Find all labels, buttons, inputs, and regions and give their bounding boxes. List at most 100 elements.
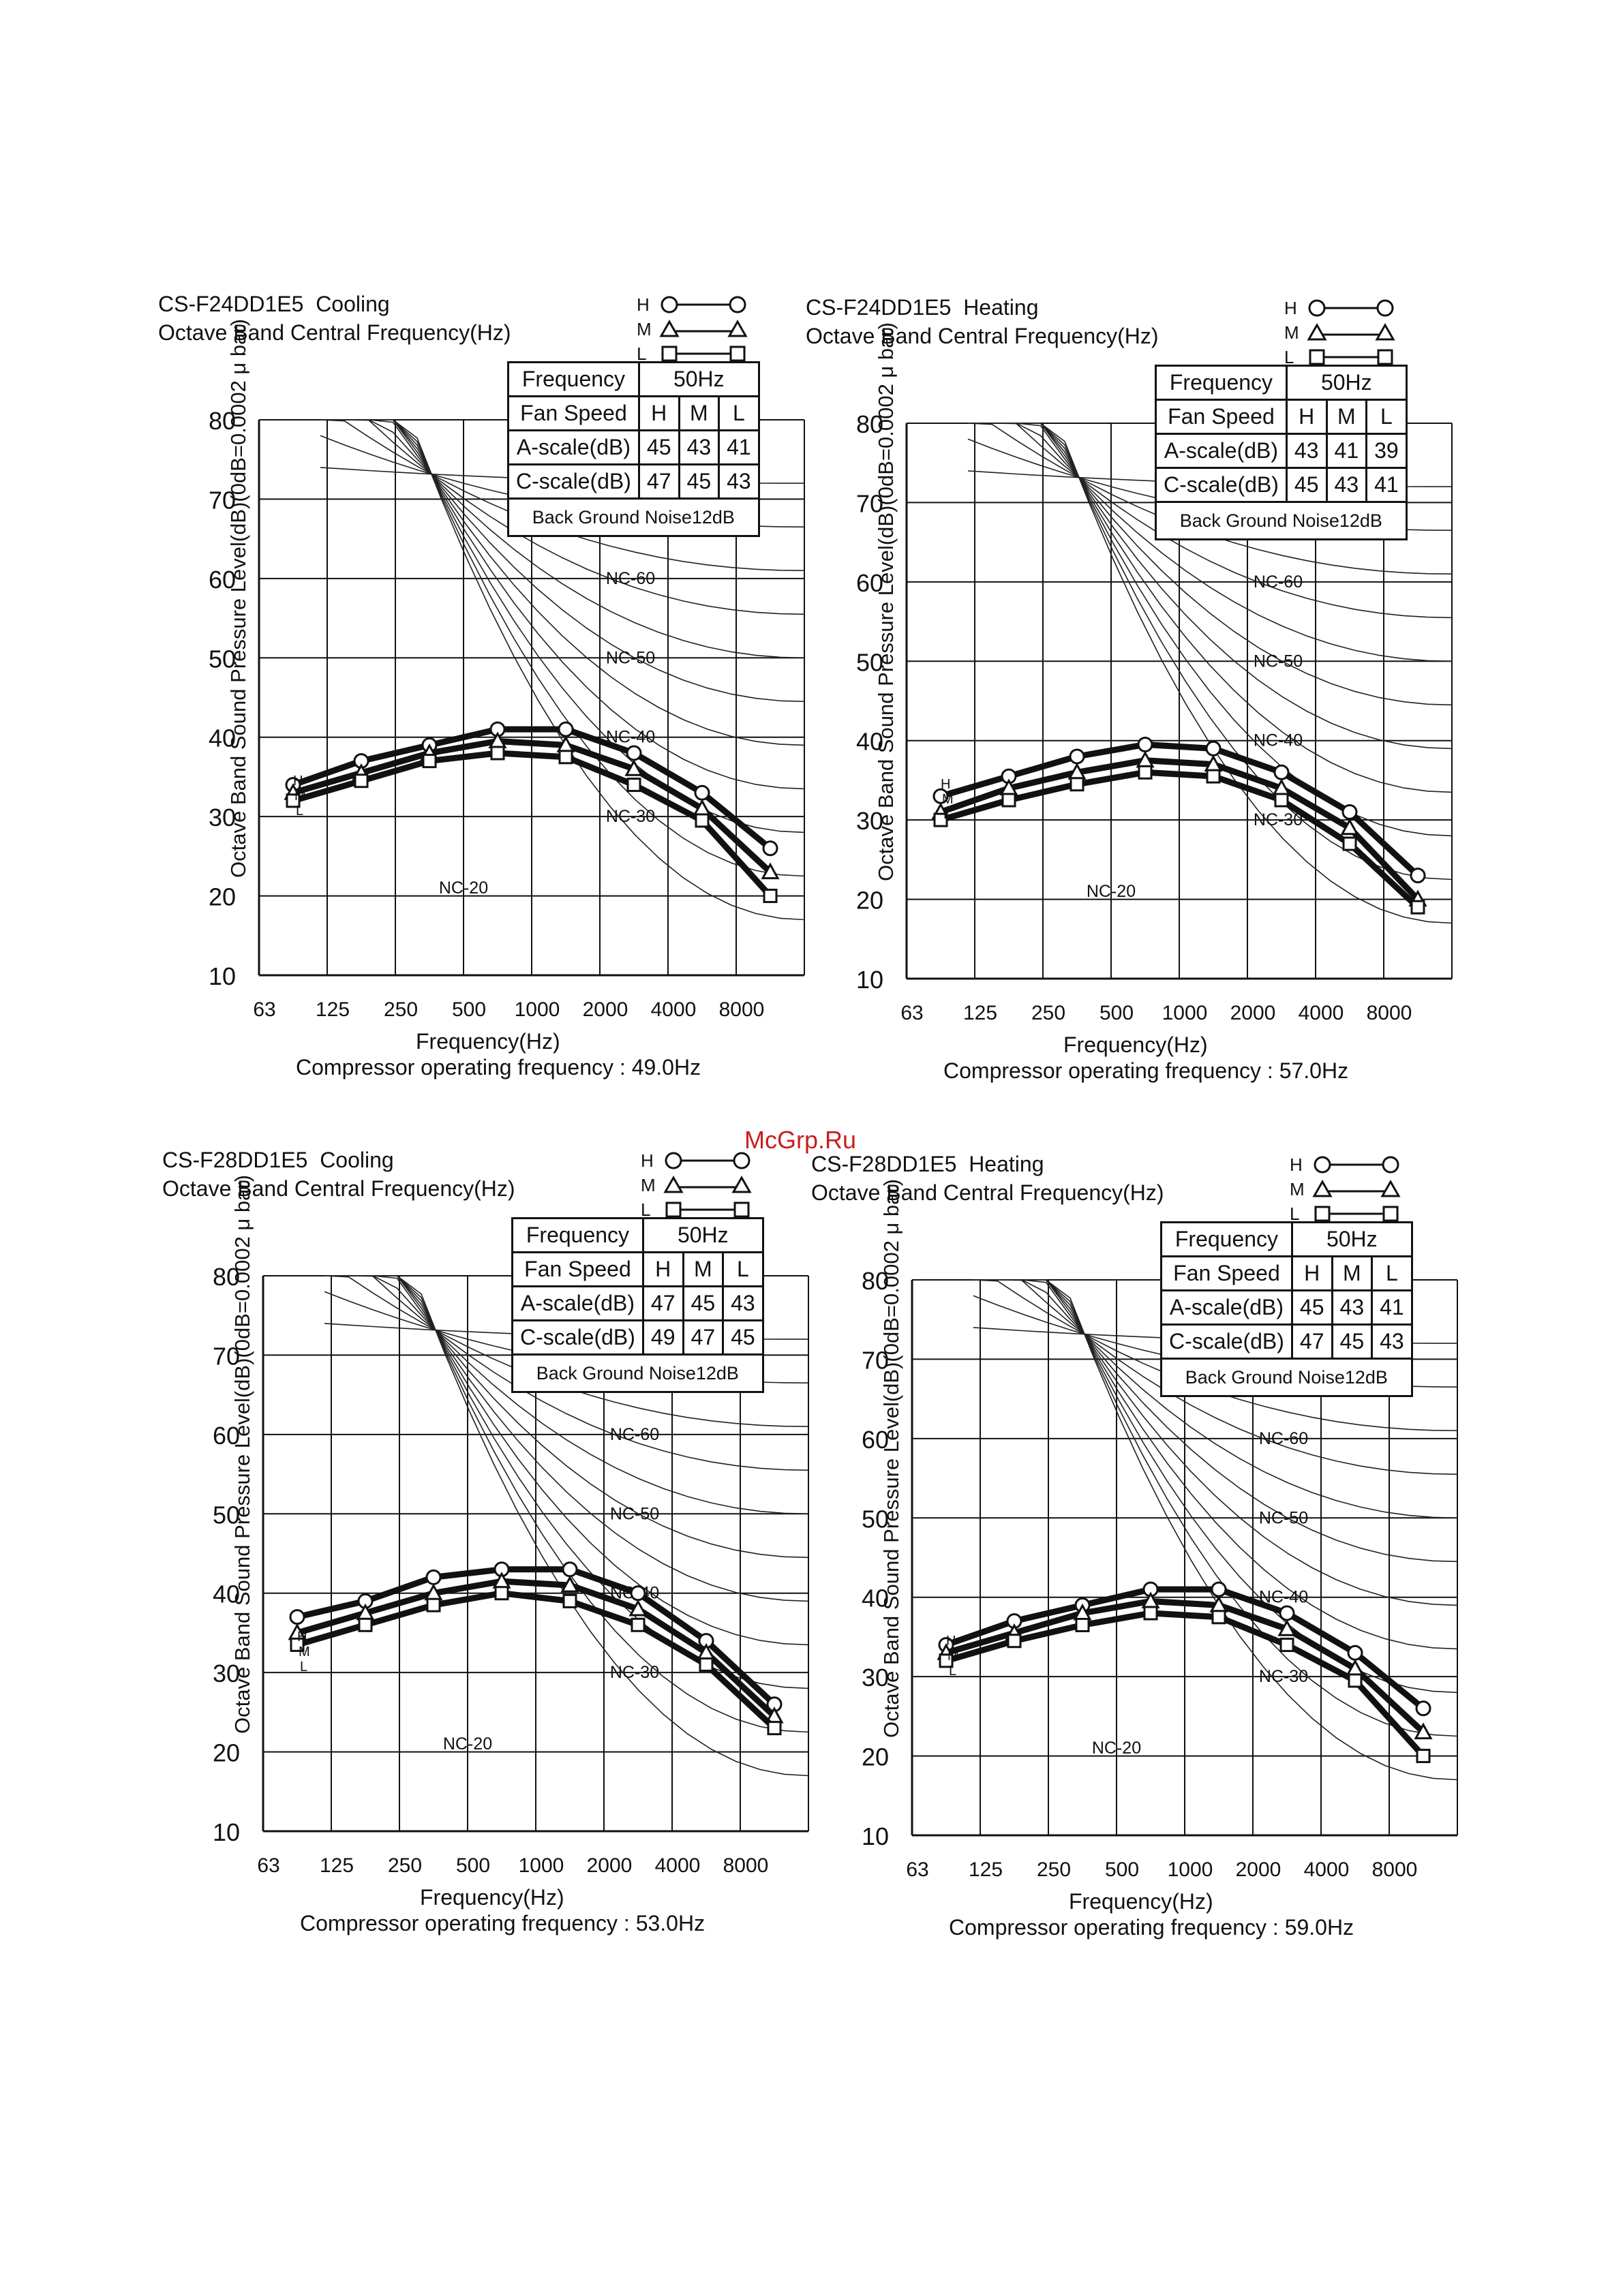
data-point-l [562,1593,577,1608]
legend-label-h: H [641,1150,654,1171]
nc-curve [324,1275,809,1559]
series-line [945,1610,1426,1758]
x-tick-label: 2000 [1236,1858,1281,1881]
legend-label-h: H [1290,1154,1303,1175]
y-tick-label: 80 [856,410,883,438]
chart-panel-f24-cooling: CS-F24DD1E5 Cooling Octave Band Central … [150,286,832,1097]
series-tag-h: H [946,1634,956,1649]
spec-background-noise: Back Ground Noise12dB [507,498,760,537]
data-point-m [1340,818,1359,836]
data-point-h [1410,868,1426,884]
legend: H M L [637,293,821,367]
nc-curve [973,1279,1458,1694]
spec-background-noise: Back Ground Noise12dB [1160,1358,1413,1397]
nc-curve-label: NC-20 [443,1734,492,1754]
x-axis-label: Frequency(Hz) [420,1885,564,1910]
legend-line-square [1314,1206,1399,1222]
x-tick-label: 500 [456,1854,490,1877]
x-axis-label: Frequency(Hz) [1069,1889,1213,1914]
spec-c-scale-h: 45 [1285,467,1328,503]
spec-a-scale-label: A-scale(dB) [1155,433,1288,469]
spec-c-scale-m: 45 [678,463,721,500]
data-point-l [1138,765,1153,780]
series-l [290,1586,782,1736]
data-point-h [1205,740,1222,756]
nc-curve [320,419,805,833]
series-l [286,746,778,904]
legend-item-m: M [1284,321,1468,346]
spec-c-scale-l: 43 [718,463,760,500]
spec-c-scale-h: 47 [1290,1323,1333,1360]
data-point-l [1342,836,1357,851]
series-tag-l: L [949,1664,957,1679]
chart-title: CS-F24DD1E5 Heating [806,295,1038,320]
nc-curve [968,423,1453,750]
x-tick-label: 250 [388,1854,422,1877]
operating-mode: Heating [969,1152,1044,1176]
y-axis-label: Octave Band Sound Pressure Level(dB)(0dB… [879,1178,903,1738]
spec-frequency-value: 50Hz [641,1217,764,1253]
legend-item-h: H [1284,296,1468,321]
series-line [292,726,772,851]
spec-a-scale-l: 43 [722,1285,764,1321]
y-tick-label: 50 [856,648,883,676]
legend: H M L [1290,1153,1474,1227]
x-tick-label: 8000 [1367,1002,1412,1024]
spec-c-scale-l: 41 [1365,467,1408,503]
x-tick-label: 125 [316,998,350,1021]
spec-a-scale-l: 41 [1371,1289,1413,1326]
legend-item-m: M [641,1174,825,1198]
series-line [296,1578,777,1719]
legend-label-m: M [637,319,652,339]
nc-curve-label: NC-60 [1254,572,1303,592]
nc-curve [320,419,805,877]
spec-c-scale-label: C-scale(dB) [1155,467,1288,503]
y-tick-label: 70 [209,486,236,514]
y-tick-label: 20 [856,887,883,915]
data-point-l [1416,1749,1431,1764]
spec-fan-speed-label: Fan Speed [511,1251,644,1287]
nc-curve [320,419,805,746]
nc-curve [968,423,1453,706]
nc-curve [973,1279,1458,1737]
nc-curve [324,1275,809,1646]
data-point-h [630,1585,646,1602]
nc-curve-label: NC-50 [1259,1508,1308,1527]
spec-speed-h: H [1290,1255,1333,1291]
legend-line-circle [1308,299,1394,317]
data-point-m [761,862,780,880]
chart-panel-f28-cooling: CS-F28DD1E5 Cooling Octave Band Central … [154,1142,836,1953]
data-point-h [1341,804,1358,820]
y-tick-label: 70 [213,1342,240,1370]
series-tag-h: H [293,774,303,789]
x-tick-label: 1000 [1162,1002,1208,1024]
spec-frequency-label: Frequency [511,1217,644,1253]
nc-curve [968,423,1453,837]
y-tick-label: 80 [209,407,236,435]
data-point-h [694,784,710,801]
spec-a-scale-m: 41 [1325,433,1368,469]
spec-a-scale-h: 45 [637,429,680,465]
x-tick-label: 4000 [1304,1858,1350,1881]
compressor-frequency-note: Compressor operating frequency : 59.0Hz [949,1915,1354,1940]
series-l [933,765,1425,915]
spec-table: Frequency 50Hz Fan Speed H M L A-scale(d… [1160,1221,1413,1397]
nc-curve [320,419,805,921]
y-axis-label: Octave Band Sound Pressure Level(dB)(0dB… [874,322,898,881]
data-point-h [1279,1605,1295,1621]
nc-curve-label: NC-60 [1259,1429,1308,1448]
nc-curve-label: NC-30 [1259,1667,1308,1686]
x-tick-label: 500 [1099,1002,1134,1024]
spec-c-scale-label: C-scale(dB) [1160,1323,1293,1360]
x-axis-label: Frequency(Hz) [416,1029,560,1054]
x-tick-label: 4000 [655,1854,701,1877]
x-tick-label: 125 [963,1002,997,1024]
x-axis-label: Frequency(Hz) [1063,1032,1208,1057]
spec-c-scale-l: 45 [722,1319,764,1356]
y-tick-label: 40 [213,1580,240,1608]
data-point-l [933,812,948,827]
data-point-l [422,754,437,769]
series-tag-h: H [941,777,951,792]
data-point-h [562,1561,578,1578]
data-point-l [290,1637,305,1652]
